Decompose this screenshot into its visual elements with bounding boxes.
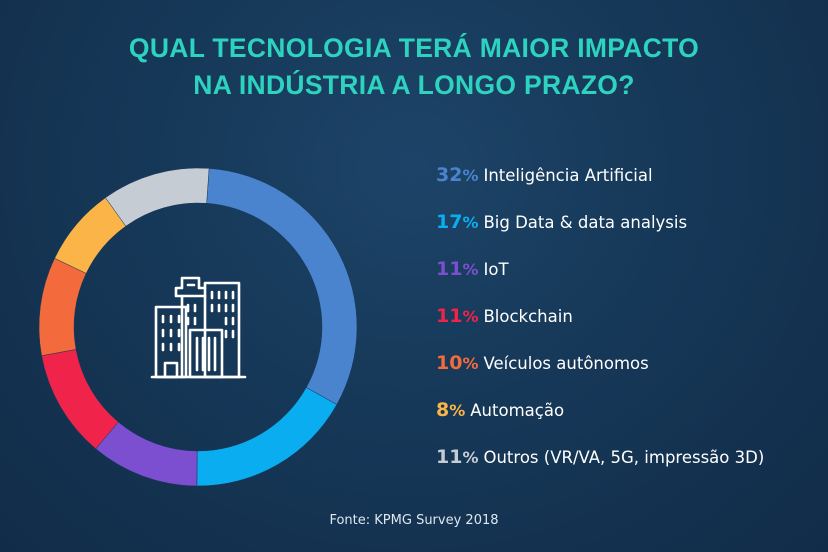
legend-item-iot: 11% IoT <box>436 254 764 301</box>
legend-label: Big Data & data analysis <box>483 213 688 232</box>
legend-percent-sign: % <box>462 307 479 326</box>
donut-slice-inteligencia-artificial <box>206 168 358 405</box>
legend-item-blockchain: 11% Blockchain <box>436 301 764 348</box>
legend-label: Veículos autônomos <box>483 354 649 373</box>
legend-label: Automação <box>470 401 565 420</box>
legend-value: 32 <box>436 164 463 186</box>
legend-value: 11 <box>436 305 463 327</box>
legend-value: 10 <box>436 352 463 374</box>
legend-value: 17 <box>436 211 463 233</box>
donut-slice-iot <box>95 421 198 487</box>
donut-slices <box>38 167 358 487</box>
legend-item-big-data: 17% Big Data & data analysis <box>436 207 764 254</box>
legend-percent-sign: % <box>462 213 479 232</box>
legend-percent-sign: % <box>449 401 466 420</box>
chart-title-line-2: NA INDÚSTRIA A LONGO PRAZO? <box>193 70 635 100</box>
buildings-icon <box>150 276 247 379</box>
legend-percent-sign: % <box>462 354 479 373</box>
donut-slice-blockchain <box>41 349 119 450</box>
legend-item-automacao: 8% Automação <box>436 395 764 442</box>
legend-label: Outros (VR/VA, 5G, impressão 3D) <box>483 448 765 467</box>
legend-item-veiculos-autonomos: 10% Veículos autônomos <box>436 348 764 395</box>
legend-percent-sign: % <box>462 166 479 185</box>
legend-item-inteligencia-artificial: 32% Inteligência Artificial <box>436 160 764 207</box>
chart-title-line-1: QUAL TECNOLOGIA TERÁ MAIOR IMPACTO <box>128 33 700 63</box>
legend-label: IoT <box>483 260 509 279</box>
legend-value: 8 <box>436 399 450 421</box>
chart-legend: 32% Inteligência Artificial 17% Big Data &… <box>436 160 764 489</box>
legend-percent-sign: % <box>462 448 479 467</box>
legend-label: Blockchain <box>483 307 573 326</box>
donut-slice-outros <box>105 167 210 227</box>
legend-value: 11 <box>436 258 463 280</box>
legend-label: Inteligência Artificial <box>483 166 653 185</box>
donut-slice-big-data <box>196 387 338 487</box>
legend-value: 11 <box>436 446 463 468</box>
donut-slice-veiculos-autonomos <box>38 257 87 356</box>
source-note: Fonte: KPMG Survey 2018 <box>329 513 499 528</box>
legend-item-outros: 11% Outros (VR/VA, 5G, impressão 3D) <box>436 442 764 489</box>
chart-title: QUAL TECNOLOGIA TERÁ MAIOR IMPACTO NA IN… <box>0 30 828 104</box>
legend-percent-sign: % <box>462 260 479 279</box>
